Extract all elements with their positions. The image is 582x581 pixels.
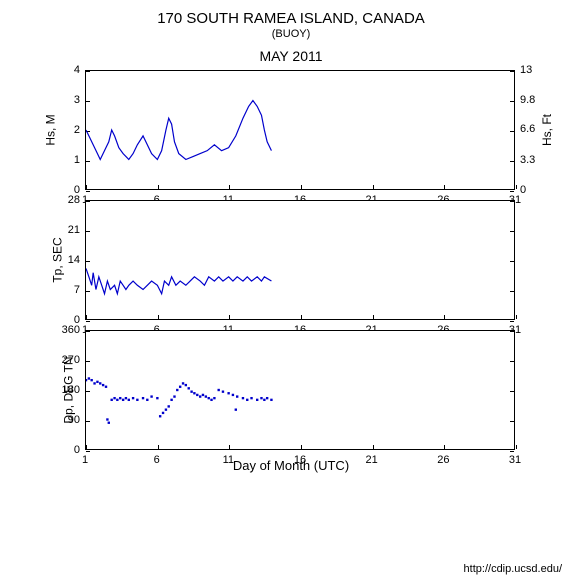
ytick-label-right: 3.3 [520, 154, 545, 166]
ytick-label: 4 [55, 64, 80, 76]
ytick-label: 21 [55, 224, 80, 236]
ytick-label: 3 [55, 94, 80, 106]
data-series [86, 201, 514, 319]
plot-area [85, 200, 515, 320]
ytick-label: 360 [55, 324, 80, 336]
chart-page: 170 SOUTH RAMEA ISLAND, CANADA (BUOY) MA… [0, 0, 582, 581]
chart-panel-dp: 090180270360Dp, DEG TN161116212631 [85, 330, 515, 450]
xtick-label: 26 [437, 454, 449, 466]
ytick-label-right: 0 [520, 184, 545, 196]
chart-panel-hs: 0123403.36.69.813Hs, MHs, Ft161116212631 [85, 70, 515, 190]
ytick-label: 28 [55, 194, 80, 206]
plot-area [85, 330, 515, 450]
xtick-label: 11 [223, 454, 234, 466]
y-axis-label-right: Hs, Ft [540, 114, 554, 146]
month-label: MAY 2011 [0, 40, 582, 64]
ytick-label: 0 [55, 444, 80, 456]
xtick-label: 31 [509, 454, 521, 466]
data-series [86, 331, 514, 449]
xtick-label: 6 [154, 454, 160, 466]
ytick-label: 7 [55, 284, 80, 296]
data-series [86, 71, 514, 189]
y-axis-label: Tp, SEC [51, 237, 65, 282]
xtick-label: 1 [82, 454, 88, 466]
ytick-label-right: 13 [520, 64, 545, 76]
ytick-label-right: 9.8 [520, 94, 545, 106]
ytick-label: 2 [55, 124, 80, 136]
page-subtitle: (BUOY) [0, 27, 582, 40]
chart-stack: 0123403.36.69.813Hs, MHs, Ft161116212631… [85, 70, 515, 450]
xtick-label: 16 [294, 454, 306, 466]
y-axis-label: Dp, DEG TN [62, 356, 76, 423]
plot-area [85, 70, 515, 190]
y-axis-label: Hs, M [44, 114, 58, 145]
ytick-label: 1 [55, 154, 80, 166]
xtick-label: 21 [366, 454, 378, 466]
chart-panel-tp: 07142128Tp, SEC161116212631 [85, 200, 515, 320]
credit-url: http://cdip.ucsd.edu/ [464, 563, 562, 575]
page-title: 170 SOUTH RAMEA ISLAND, CANADA [0, 0, 582, 27]
